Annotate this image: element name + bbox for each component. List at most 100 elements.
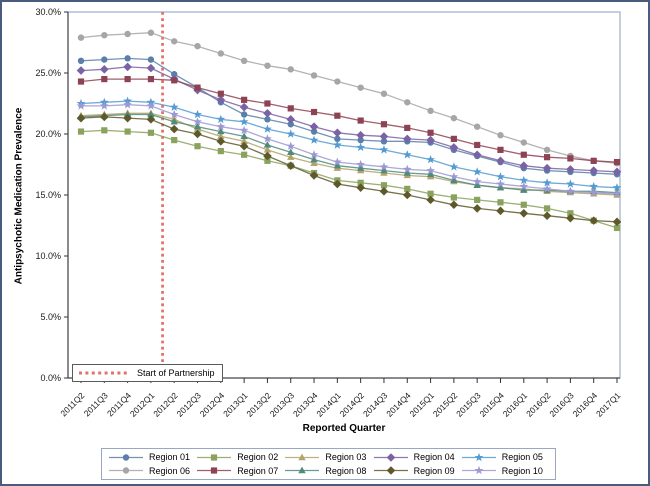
y-tick-label: 5.0%	[40, 312, 61, 322]
data-point-marker	[193, 122, 202, 130]
data-point-marker	[170, 117, 178, 125]
data-point-marker	[426, 155, 435, 164]
data-point-marker	[101, 31, 108, 39]
data-point-marker	[472, 167, 482, 176]
data-point-marker	[264, 62, 271, 69]
data-point-marker	[76, 101, 86, 110]
data-point-marker	[474, 196, 481, 203]
data-point-marker	[101, 127, 108, 134]
legend-label: Region 03	[325, 452, 367, 463]
x-tick-label: 2015Q3	[454, 390, 483, 419]
data-point-marker	[543, 146, 551, 154]
data-point-marker	[146, 101, 156, 110]
legend-entry-region-10: Region 10	[461, 464, 549, 477]
reference-line-label: Start of Partnership	[137, 368, 215, 378]
star-marker-swatch	[461, 452, 496, 461]
data-point-marker	[379, 162, 389, 171]
x-tick-label: 2015Q1	[408, 390, 437, 419]
data-point-marker	[193, 117, 202, 126]
data-point-marker	[356, 142, 365, 152]
data-point-marker	[567, 210, 574, 217]
data-point-marker	[426, 170, 435, 177]
data-point-marker	[520, 186, 528, 193]
data-point-marker	[450, 194, 457, 201]
data-point-marker	[380, 90, 388, 97]
legend-entry-region-09: Region 09	[373, 464, 461, 477]
data-point-marker	[474, 466, 484, 475]
data-point-marker	[333, 179, 342, 189]
data-point-marker	[217, 127, 225, 135]
data-point-marker	[211, 467, 218, 474]
reference-line-legend: Start of Partnership	[72, 364, 223, 382]
data-point-marker	[386, 466, 395, 476]
diamond-marker-swatch	[373, 466, 408, 476]
series-line-region-03	[80, 112, 618, 196]
data-point-marker	[542, 178, 552, 187]
data-point-marker	[404, 124, 411, 131]
data-point-marker	[567, 155, 574, 162]
data-point-marker	[519, 161, 529, 171]
data-point-marker	[264, 157, 271, 164]
legend-entry-region-06: Region 06	[108, 464, 196, 477]
data-point-marker	[309, 122, 319, 131]
data-point-marker	[287, 105, 294, 112]
x-tick-label: 2014Q3	[361, 390, 390, 419]
x-tick-label: 2017Q1	[594, 390, 623, 419]
x-tick-label: 2012Q2	[151, 390, 180, 419]
data-point-marker	[77, 57, 85, 64]
series-line-region-02	[80, 129, 618, 229]
data-point-marker	[496, 156, 505, 166]
dotted-line-swatch	[79, 371, 129, 375]
data-point-marker	[239, 117, 249, 126]
data-point-marker	[379, 145, 389, 154]
data-point-marker	[286, 141, 296, 150]
legend-entry-region-02: Region 02	[196, 451, 284, 464]
data-point-marker	[473, 123, 481, 130]
data-point-marker	[124, 30, 131, 38]
circle-marker-swatch	[109, 467, 143, 475]
x-tick-label: 2016Q4	[571, 390, 600, 419]
data-point-marker	[99, 101, 109, 110]
data-point-marker	[496, 172, 505, 181]
data-point-marker	[217, 50, 225, 57]
data-point-marker	[496, 179, 505, 188]
data-point-marker	[263, 108, 272, 118]
square-marker-swatch	[197, 454, 232, 461]
data-point-marker	[239, 125, 249, 135]
data-point-marker	[474, 452, 484, 461]
data-point-marker	[333, 157, 342, 166]
x-tick-label: 2012Q3	[174, 390, 203, 419]
data-point-marker	[357, 117, 364, 124]
data-point-marker	[171, 137, 178, 144]
data-point-marker	[404, 185, 411, 192]
legend-entry-region-08: Region 08	[284, 464, 372, 477]
data-point-marker	[147, 29, 155, 36]
data-point-marker	[147, 129, 155, 136]
data-point-marker	[287, 121, 294, 128]
data-point-marker	[427, 129, 434, 136]
data-point-marker	[542, 184, 552, 193]
data-point-marker	[77, 128, 85, 135]
data-point-marker	[216, 95, 226, 105]
data-point-marker	[193, 129, 202, 139]
data-point-marker	[520, 151, 527, 158]
x-tick-label: 2014Q2	[338, 390, 367, 419]
series-line-region-05	[80, 100, 618, 189]
data-point-marker	[612, 189, 622, 198]
data-point-marker	[334, 135, 341, 143]
data-point-marker	[519, 175, 529, 185]
series-line-region-10	[81, 104, 618, 195]
data-point-marker	[497, 132, 504, 139]
data-point-marker	[404, 99, 411, 106]
data-point-marker	[287, 66, 294, 73]
data-point-marker	[287, 153, 295, 160]
data-point-marker	[543, 154, 551, 161]
data-point-marker	[356, 183, 365, 192]
star-marker-swatch	[461, 466, 496, 475]
data-point-marker	[380, 182, 388, 189]
data-point-marker	[519, 209, 529, 218]
data-point-marker	[380, 138, 388, 145]
data-point-marker	[450, 114, 458, 122]
